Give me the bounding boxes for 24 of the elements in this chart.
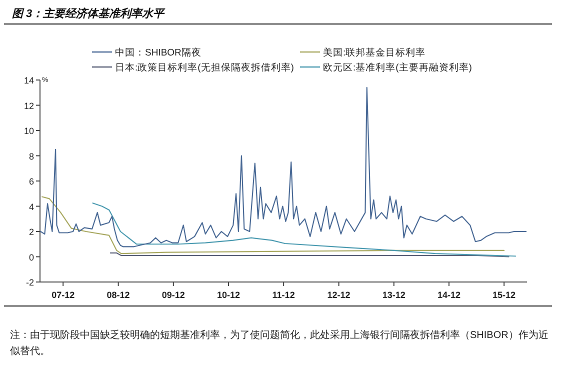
x-tick-label: 13-12 (382, 290, 406, 300)
y-tick-label: 10 (24, 126, 34, 136)
chart-title: 图 3：主要经济体基准利率水平 (12, 7, 166, 20)
legend-label: 中国：SHIBOR隔夜 (115, 46, 202, 58)
y-tick-label: 8 (28, 151, 34, 162)
x-tick-label: 14-12 (437, 290, 460, 300)
y-tick-label: 0 (28, 252, 34, 262)
legend-label: 日本:政策目标利率(无担保隔夜拆借利率) (115, 62, 294, 74)
y-tick-label: 2 (28, 227, 34, 237)
y-tick-label: 4 (28, 202, 34, 212)
x-tick-label: 10-12 (216, 290, 240, 300)
x-tick-label: 07-12 (52, 290, 75, 300)
y-tick-label: 6 (28, 176, 34, 186)
x-tick-label: 09-12 (162, 290, 185, 300)
y-tick-label: 12 (24, 100, 34, 111)
legend-label: 欧元区:基准利率(主要再融资利率) (323, 62, 472, 74)
x-tick-label: 12-12 (327, 290, 350, 300)
x-tick-label: 15-12 (492, 290, 516, 300)
x-tick-label: 11-12 (272, 290, 295, 300)
legend-label: 美国:联邦基金目标利率 (323, 46, 426, 58)
y-tick-label: 14 (24, 76, 34, 86)
y-tick-label: -2 (26, 278, 34, 288)
x-tick-label: 08-12 (106, 290, 130, 300)
text: 注：由于现阶段中国缺乏较明确的短期基准利率，为了使问题简化，此处采用上海银行间隔夜拆借利率（SHIBOR）作为近似替代。 (10, 329, 548, 357)
